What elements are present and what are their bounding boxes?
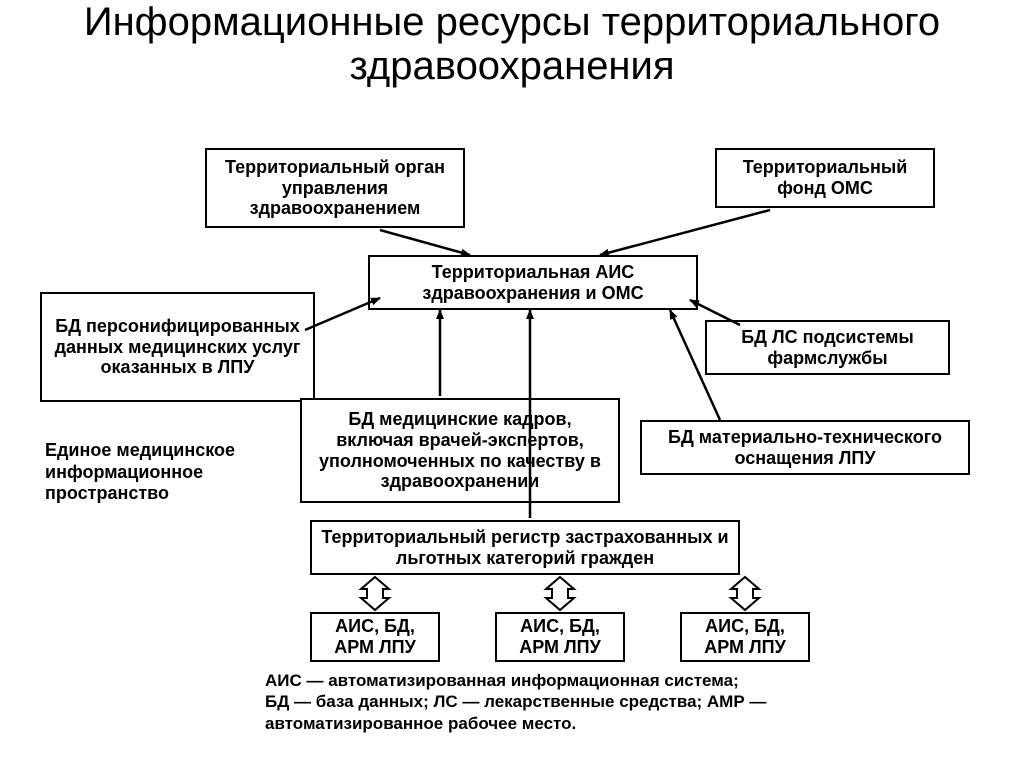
- node-right-mid2: БД материально-технического оснащения ЛП…: [640, 420, 970, 475]
- node-mid-below: БД медицинские кадров, включая врачей-эк…: [300, 398, 620, 503]
- node-top-left: Территориальный орган управления здравоо…: [205, 148, 465, 228]
- node-ais2: АИС, БД, АРМ ЛПУ: [495, 612, 625, 662]
- node-ais1: АИС, БД, АРМ ЛПУ: [310, 612, 440, 662]
- node-left-mid: БД персонифицированных данных медицински…: [40, 292, 315, 402]
- node-registry: Территориальный регистр застрахованных и…: [310, 520, 740, 575]
- node-right-mid1: БД ЛС подсистемы фармслужбы: [705, 320, 950, 375]
- node-ais3: АИС, БД, АРМ ЛПУ: [680, 612, 810, 662]
- legend-text: АИС — автоматизированная информационная …: [265, 670, 885, 734]
- node-left-plain: Единое медицинское информационное простр…: [45, 440, 275, 505]
- node-top-right: Территориальный фонд ОМС: [715, 148, 935, 208]
- node-center: Территориальная АИС здравоохранения и ОМ…: [368, 255, 698, 310]
- page-title: Информационные ресурсы территориального …: [0, 0, 1024, 88]
